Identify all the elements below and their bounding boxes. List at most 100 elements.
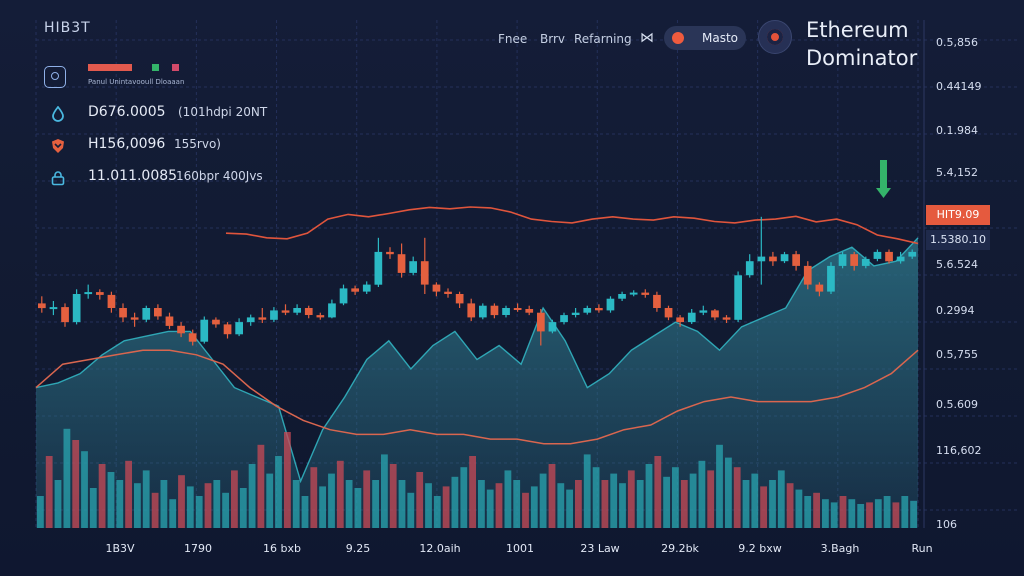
volume-bar (125, 460, 132, 528)
candle-body (467, 303, 476, 318)
y-tick-label: 0.5,755 (936, 348, 978, 361)
ethereum-logo-icon (758, 20, 792, 54)
volume-bar (169, 499, 177, 528)
volume-bar (425, 483, 432, 528)
stat-unit-2: 155rvo) (174, 137, 221, 151)
drop-icon (52, 106, 64, 122)
candle-body (397, 254, 406, 273)
candle-body (61, 307, 69, 323)
lock-icon (51, 171, 65, 186)
bowtie-icon[interactable]: ⋈ (640, 30, 654, 46)
candle-body (583, 308, 592, 313)
volume-bar (892, 502, 900, 528)
volume-bar (716, 444, 723, 528)
x-tick-label: 12.0aih (419, 542, 461, 555)
x-tick-label: 3.Bagh (820, 542, 860, 555)
volume-bar (486, 489, 494, 528)
nav-item-brrv[interactable]: Brrv (540, 32, 565, 46)
upper-trend-line (225, 206, 919, 245)
volume-bar (539, 473, 547, 528)
volume-bar (442, 486, 450, 528)
volume-bar (257, 444, 265, 528)
candle-body (629, 292, 638, 295)
nav-item-refarning[interactable]: Refarning (574, 32, 632, 46)
prev-price-tag: 1.5380.10 (926, 230, 990, 250)
lower-trend-line (35, 349, 919, 445)
volume-bar (381, 454, 388, 528)
volume-bar (530, 486, 538, 528)
candle-body (258, 317, 267, 320)
x-tick-label: Run (911, 542, 933, 555)
candle-body (455, 294, 464, 304)
candle-body (699, 310, 708, 313)
title-line-1: Ethereum (806, 18, 909, 42)
candle-body (235, 322, 243, 335)
volume-bar (583, 454, 591, 528)
volume-bar (336, 460, 344, 528)
candle-body (595, 308, 603, 311)
candle-body (119, 308, 127, 318)
candle-body (861, 258, 870, 266)
volume-bar (301, 496, 309, 528)
candle-body (908, 251, 917, 257)
volume-bar (733, 467, 741, 528)
candle-body (281, 310, 290, 313)
volume-bar (575, 480, 582, 528)
volume-bar (451, 476, 459, 528)
volume-bar (178, 475, 185, 528)
legend-swatch-red (88, 64, 132, 71)
candle-body (676, 317, 684, 323)
volume-bar (81, 451, 88, 528)
candle-body (293, 308, 301, 313)
nav-item-fnee[interactable]: Fnee (498, 32, 528, 46)
candle-body (84, 292, 93, 295)
candle-body (664, 308, 673, 318)
candle-body (223, 324, 232, 335)
y-tick-label: 5.4,152 (936, 166, 978, 179)
candle-body (409, 261, 417, 273)
volume-bar (619, 483, 626, 528)
volume-bar (275, 456, 282, 528)
volume-bar (116, 480, 124, 528)
volume-bar (134, 483, 141, 528)
last-price-tag: HIT9.09 (926, 205, 990, 225)
volume-bar (372, 480, 379, 528)
volume-bar (707, 470, 715, 528)
volume-bar (804, 496, 812, 528)
candle-body (560, 315, 568, 323)
volume-bar (495, 483, 503, 528)
candle-body (328, 303, 336, 318)
volume-bar (566, 489, 573, 528)
candle-body (432, 284, 441, 292)
candle-body (188, 333, 197, 342)
candle-body (687, 312, 696, 323)
volume-bar (416, 472, 424, 528)
volume-bar (504, 470, 512, 528)
volume-bar (363, 470, 371, 528)
candle-body (711, 310, 719, 318)
candle-body (896, 256, 905, 262)
signal-marker (880, 160, 887, 188)
candle-body (316, 315, 325, 318)
candle-body (270, 310, 278, 320)
candle-body (571, 312, 580, 315)
page-title: Ethereum Dominator (806, 16, 917, 72)
candle-body (479, 305, 487, 318)
candle-body (641, 292, 650, 295)
top-nav: Fnee Brrv Refarning (498, 32, 634, 46)
mode-toggle[interactable]: Masto (664, 26, 746, 50)
volume-bar (645, 464, 653, 528)
camera-icon[interactable] (44, 66, 66, 88)
volume-bar (107, 472, 115, 528)
shield-icon (52, 139, 64, 153)
candle-body (757, 256, 766, 262)
area-series (36, 237, 918, 529)
volume-bar (830, 502, 838, 528)
candle-body (780, 254, 789, 262)
volume-bar (204, 483, 212, 528)
candle-body (885, 251, 893, 262)
volume-bar (663, 476, 670, 528)
volume-bar (195, 496, 203, 528)
candle-body (548, 322, 557, 332)
